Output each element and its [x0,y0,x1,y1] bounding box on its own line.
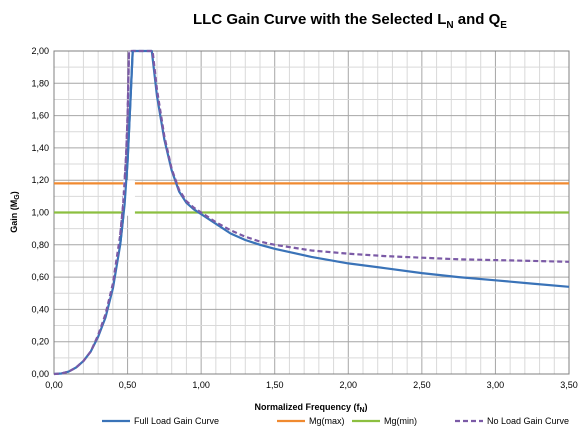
y-tick-label: 0,00 [31,369,49,379]
y-tick-label: 0,40 [31,304,49,314]
y-tick-label: 1,00 [31,208,49,218]
legend-label: No Load Gain Curve [487,416,569,426]
y-axis-label: Gain (MG) [9,191,21,232]
series-no-load-gain-curve-segment [119,50,131,236]
x-tick-label: 2,00 [340,380,358,390]
x-axis-label: Normalized Frequency (fN) [254,402,367,414]
y-tick-label: 1,20 [31,175,49,185]
chart-title: LLC Gain Curve with the Selected LN and … [193,11,507,31]
y-tick-label: 1,40 [31,143,49,153]
y-tick-label: 0,80 [31,240,49,250]
y-tick-label: 0,20 [31,337,49,347]
x-tick-label: 3,50 [560,380,578,390]
series-no-load-gain-curve [53,49,570,376]
legend-label: Full Load Gain Curve [134,416,219,426]
x-tick-label: 1,50 [266,380,284,390]
y-tick-label: 0,60 [31,272,49,282]
legend-label: Mg(max) [309,416,345,426]
crossing-gap [123,180,135,216]
x-tick-label: 1,00 [192,380,210,390]
x-tick-label: 0,00 [45,380,63,390]
x-tick-label: 3,00 [487,380,505,390]
y-axis-ticks: 0,00 0,20 0,40 0,60 0,80 1,00 1,20 1,40 1,60 1,80… [31,46,49,379]
x-tick-label: 2,50 [413,380,431,390]
x-axis-ticks: 0,00 0,50 1,00 1,50 2,00 2,50 3,00 3,50 [45,380,578,390]
series-full-load-gain-curve-segment [119,50,134,245]
y-tick-label: 2,00 [31,46,49,56]
series-lines [53,49,570,376]
x-tick-label: 0,50 [119,380,137,390]
legend: Full Load Gain Curve Mg(max) Mg(min) No Loa… [102,416,569,426]
y-tick-label: 1,80 [31,78,49,88]
y-tick-label: 1,60 [31,111,49,121]
legend-label: Mg(min) [384,416,417,426]
